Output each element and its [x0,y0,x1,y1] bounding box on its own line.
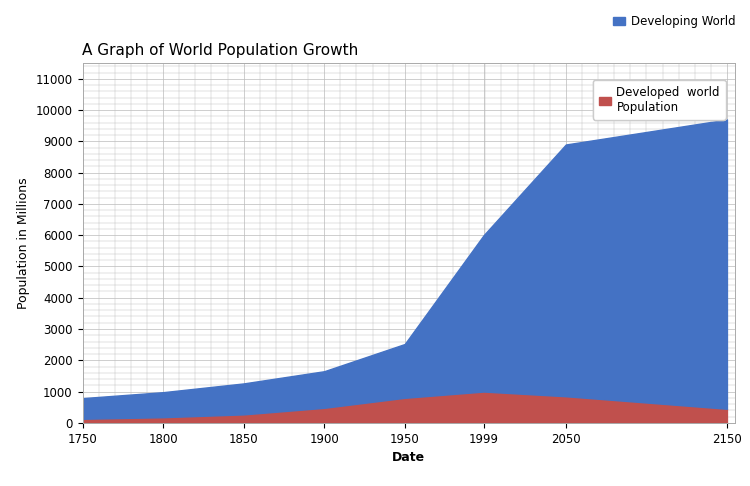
Legend: Developing World: Developing World [608,11,740,33]
Y-axis label: Population in Millions: Population in Millions [17,177,30,309]
Legend: Developed  world
Population: Developed world Population [592,80,726,120]
X-axis label: Date: Date [392,451,425,464]
Text: A Graph of World Population Growth: A Graph of World Population Growth [82,43,358,58]
